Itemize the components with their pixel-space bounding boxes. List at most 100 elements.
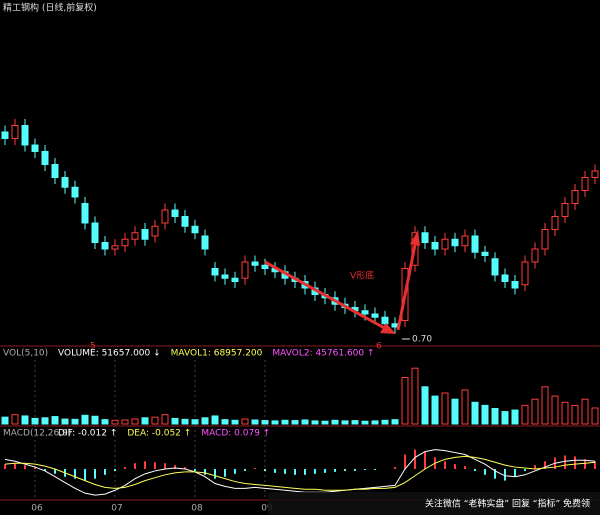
volume-bar [61, 418, 69, 425]
volume-bar [591, 407, 599, 425]
candle-body [451, 238, 459, 247]
candle-body [511, 281, 519, 289]
volume-bar [221, 419, 229, 425]
legend-entry: MAVOL2: 45761.600 ↑ [272, 349, 374, 359]
candle-body [201, 235, 209, 250]
volume-bar [291, 420, 299, 425]
candle-body [481, 251, 489, 256]
candle-body [571, 190, 579, 204]
volume-bar [371, 420, 379, 425]
annotation-arrows [264, 230, 420, 334]
candle-body [131, 232, 139, 240]
volume-bar [351, 420, 359, 425]
volume-bar [21, 415, 29, 425]
volume-bar [571, 404, 579, 425]
candle-body [51, 164, 59, 178]
candle-body [521, 261, 529, 286]
candle-body [171, 209, 179, 217]
candle-body [261, 264, 269, 269]
volume-bar [81, 414, 89, 425]
volume-bar [191, 419, 199, 425]
legend-entry: DEA: -0.052 ↑ [127, 429, 191, 439]
volume-bar [391, 419, 399, 425]
candle-body [491, 258, 499, 276]
candle-body [421, 232, 429, 243]
candle-body [231, 277, 239, 282]
x-tick-label: 08 [191, 504, 203, 514]
candle-body [91, 222, 99, 243]
legend-entry: MAVOL1: 68957.200 [171, 349, 263, 359]
candle-body [11, 125, 19, 139]
candle-body [121, 238, 129, 247]
candle-body [381, 316, 389, 325]
volume-bar [281, 419, 289, 425]
volume-bar [51, 416, 59, 425]
footer-bg [268, 492, 600, 515]
candle-body [391, 323, 399, 328]
volume-bar [381, 419, 389, 425]
volume-bar [321, 420, 329, 425]
volume-bar [421, 386, 429, 425]
volume-bar [131, 418, 139, 425]
candle-body [551, 216, 559, 230]
annotation: 5 [90, 342, 96, 352]
candle-body [21, 125, 29, 146]
candle-body [531, 248, 539, 263]
macd-line [4, 455, 596, 491]
volume-bar [261, 420, 269, 425]
candle-body [591, 170, 599, 178]
annotation: 0.70 [412, 335, 432, 345]
candle-body [561, 203, 569, 217]
volume-bar [231, 419, 239, 425]
candle-body [211, 268, 219, 276]
legend: DIF: -0.012 ↑ DEA: -0.052 ↑ MACD: 0.079 ↑ [58, 429, 270, 439]
volume-bar [31, 417, 39, 425]
volume-bar [251, 419, 259, 425]
volume-bar [521, 404, 529, 425]
candle-body [581, 177, 589, 191]
volume-bar [41, 417, 49, 425]
candle-body [81, 203, 89, 224]
x-tick-label: 09 [261, 504, 273, 514]
volume-bar [341, 420, 349, 425]
candle-body [61, 177, 69, 188]
volume-bar [201, 417, 209, 425]
volume-bar [541, 386, 549, 425]
candle-body [181, 216, 189, 227]
volume-bar [441, 392, 449, 425]
candle-body [471, 235, 479, 253]
candle-body [361, 310, 369, 315]
candle-body [161, 209, 169, 224]
x-tick-label: 07 [111, 504, 122, 514]
volume-bar [151, 416, 159, 425]
volume-bar [91, 415, 99, 425]
candle-body [241, 261, 249, 279]
legend: VOLUME: 51657.000 ↓ MAVOL1: 68957.200 MAVO… [58, 349, 375, 359]
legend-entry: DIF: -0.012 ↑ [58, 429, 117, 439]
candle-body [461, 235, 469, 247]
legend-entry: MACD: 0.079 ↑ [201, 429, 270, 439]
candle-body [111, 245, 119, 250]
x-tick-label: 06 [31, 504, 43, 514]
volume-bar [491, 408, 499, 425]
volume-bar [301, 419, 309, 425]
volume-bar [431, 395, 439, 425]
volume-bar [171, 417, 179, 425]
candle-body [191, 225, 199, 234]
volume-bar [361, 420, 369, 425]
candle-body [1, 131, 9, 139]
candle-body [31, 144, 39, 152]
candle-body [251, 261, 259, 266]
volume-bar [411, 367, 419, 425]
volume-bar [331, 419, 339, 425]
volume-bar [101, 419, 109, 425]
candle-body [41, 151, 49, 165]
panel-title: VOL(5,10) [3, 349, 48, 359]
volume-bar [141, 417, 149, 425]
annotation: V形底 [350, 270, 374, 282]
candle-body [541, 229, 549, 250]
panel-title: MACD(12,26,9) [3, 429, 71, 439]
volume-bar [111, 419, 119, 425]
volume-bar [1, 416, 9, 425]
